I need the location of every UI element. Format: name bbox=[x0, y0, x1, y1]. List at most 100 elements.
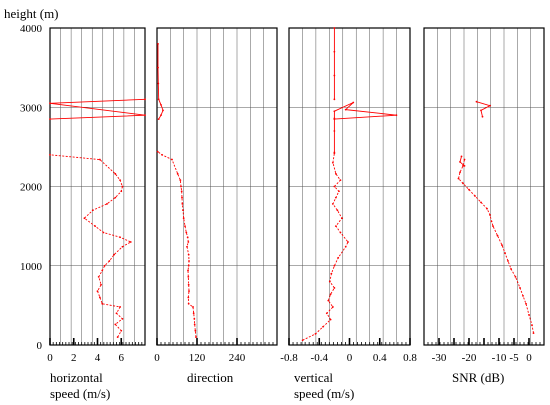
data-point bbox=[129, 241, 132, 243]
data-point bbox=[115, 312, 118, 315]
data-point bbox=[182, 217, 185, 220]
data-point bbox=[333, 264, 336, 267]
data-point bbox=[188, 290, 190, 293]
x-tick-label: 0 bbox=[526, 352, 532, 364]
data-point bbox=[114, 323, 117, 326]
data-point bbox=[96, 290, 99, 293]
x-tick-label: 0.8 bbox=[403, 352, 417, 364]
data-point bbox=[160, 114, 162, 117]
data-point bbox=[514, 275, 517, 278]
data-point bbox=[180, 190, 183, 193]
data-point bbox=[480, 201, 482, 204]
data-point bbox=[49, 102, 51, 105]
data-point bbox=[489, 104, 491, 107]
data-point bbox=[331, 203, 334, 205]
data-point bbox=[459, 171, 461, 174]
y-tick-label: 3000 bbox=[20, 102, 43, 114]
x-tick-label: 2 bbox=[71, 352, 77, 364]
series-line bbox=[49, 98, 146, 120]
data-point bbox=[333, 185, 336, 188]
x-tick-label: 0 bbox=[347, 352, 353, 364]
x-tick-label: 240 bbox=[229, 352, 246, 364]
data-point bbox=[103, 264, 106, 267]
data-point bbox=[496, 234, 499, 237]
data-point bbox=[192, 312, 195, 315]
chart-panels: 0 2 4 6 horizontal speed (m/s) 0 120 240 directio… bbox=[47, 27, 545, 401]
data-point bbox=[119, 179, 121, 182]
data-point bbox=[162, 109, 164, 112]
data-point bbox=[182, 209, 184, 212]
x-axis-title: vertical speed (m/s) bbox=[294, 370, 354, 401]
x-axis-title: direction bbox=[187, 370, 234, 385]
data-point bbox=[157, 98, 160, 101]
data-point bbox=[192, 306, 194, 308]
data-point bbox=[157, 118, 160, 121]
data-point bbox=[501, 244, 503, 247]
panel-1: 0 2 4 6 horizontal speed (m/s) bbox=[47, 27, 146, 401]
data-point bbox=[193, 323, 196, 326]
data-point bbox=[121, 317, 124, 320]
data-point bbox=[333, 110, 336, 113]
x-tick-label: 0.4 bbox=[373, 352, 387, 364]
data-point bbox=[333, 151, 336, 154]
data-point bbox=[528, 313, 530, 316]
data-point bbox=[157, 42, 159, 45]
data-point bbox=[120, 190, 123, 193]
data-point bbox=[329, 293, 332, 296]
series-line bbox=[302, 153, 349, 341]
data-point bbox=[98, 158, 101, 161]
data-point bbox=[314, 333, 317, 335]
x-tick-label: -30 bbox=[432, 352, 447, 364]
data-point bbox=[181, 203, 184, 205]
data-point bbox=[337, 256, 340, 259]
data-point bbox=[301, 339, 304, 342]
y-axis-tick-labels: 0 1000 2000 3000 4000 bbox=[20, 23, 43, 352]
data-point bbox=[344, 108, 347, 111]
data-point bbox=[329, 318, 332, 321]
data-point bbox=[187, 283, 190, 286]
data-point bbox=[121, 245, 124, 248]
data-point bbox=[457, 177, 460, 180]
series-line bbox=[476, 101, 492, 117]
data-point bbox=[462, 182, 464, 185]
data-point bbox=[531, 324, 533, 327]
data-point bbox=[339, 231, 342, 234]
data-point bbox=[195, 336, 197, 338]
data-point bbox=[333, 130, 336, 132]
data-point bbox=[194, 329, 197, 332]
data-point bbox=[156, 150, 159, 153]
data-point bbox=[333, 98, 336, 101]
data-point bbox=[328, 280, 331, 283]
x-tick-label: 0 bbox=[47, 352, 53, 364]
panel-3: -0.8 -0.4 0 0.4 0.8 vertical speed (m/s) bbox=[280, 27, 417, 401]
series-line bbox=[49, 154, 132, 338]
data-point bbox=[463, 164, 466, 167]
data-point bbox=[193, 317, 196, 320]
data-point bbox=[186, 236, 189, 239]
data-point bbox=[187, 264, 190, 267]
data-point bbox=[187, 253, 190, 256]
data-point bbox=[187, 302, 190, 305]
y-tick-label: 2000 bbox=[20, 182, 43, 194]
data-point bbox=[180, 185, 182, 188]
y-tick-label: 1000 bbox=[20, 261, 43, 273]
data-point bbox=[187, 275, 190, 278]
x-tick-label: -0.8 bbox=[280, 352, 298, 364]
data-point bbox=[185, 231, 188, 234]
data-point bbox=[459, 161, 461, 163]
data-point bbox=[119, 306, 121, 308]
panel-2: 0 120 240 direction bbox=[154, 27, 278, 385]
data-point bbox=[187, 269, 189, 272]
data-point bbox=[333, 74, 336, 77]
data-point bbox=[98, 296, 101, 299]
y-axis-title: height (m) bbox=[4, 6, 59, 21]
data-point bbox=[101, 302, 104, 305]
x-tick-label: -0.4 bbox=[311, 352, 329, 364]
data-point bbox=[395, 114, 398, 117]
data-point bbox=[334, 172, 337, 175]
data-point bbox=[187, 296, 190, 299]
data-point bbox=[352, 101, 355, 104]
data-point bbox=[188, 260, 190, 262]
data-point bbox=[49, 118, 51, 121]
